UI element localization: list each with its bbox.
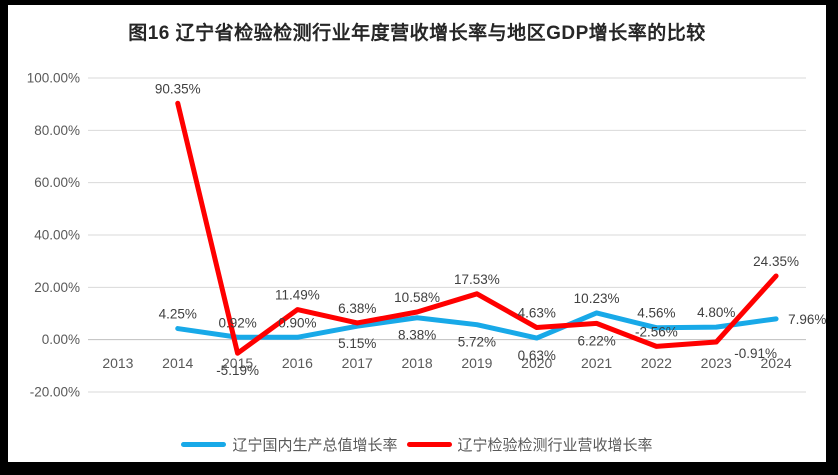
x-axis-tick-label: 2013 — [102, 355, 133, 371]
x-axis-tick-label: 2020 — [521, 355, 552, 371]
y-axis-tick-label: 20.00% — [34, 280, 80, 295]
chart-legend: 辽宁国内生产总值增长率 辽宁检验检测行业营收增长率 — [8, 434, 826, 455]
revenue-growth-legend-label: 辽宁检验检测行业营收增长率 — [457, 437, 653, 454]
gdp-growth-data-label: 0.90% — [278, 315, 316, 330]
legend-item-gdp-growth: 辽宁国内生产总值增长率 — [181, 434, 398, 455]
revenue-growth-data-label: 11.49% — [275, 288, 320, 303]
x-axis-tick-label: 2023 — [701, 355, 732, 371]
chart-title: 图16 辽宁省检验检测行业年度营收增长率与地区GDP增长率的比较 — [128, 23, 706, 44]
revenue-growth-line-swatch — [406, 442, 452, 447]
gdp-growth-line — [175, 310, 779, 341]
gdp-growth-data-label: 7.96% — [788, 312, 826, 327]
revenue-growth-data-label: -0.91% — [734, 346, 777, 361]
x-axis-tick-label: 2016 — [282, 355, 313, 371]
gdp-growth-data-label: 10.23% — [574, 291, 620, 306]
x-axis-tick-label: 2014 — [162, 355, 193, 371]
revenue-growth-line — [175, 100, 779, 356]
revenue-growth-data-label: -5.19% — [216, 363, 259, 378]
y-axis-tick-label: -20.00% — [30, 385, 80, 400]
x-axis-tick-label: 2017 — [342, 355, 373, 371]
y-axis-tick-label: 40.00% — [34, 228, 80, 243]
y-axis-tick-label: 0.00% — [42, 332, 80, 347]
gdp-growth-legend-label: 辽宁国内生产总值增长率 — [232, 437, 398, 454]
gdp-growth-data-label: 0.92% — [218, 315, 256, 330]
x-axis-tick-label: 2022 — [641, 355, 672, 371]
legend-item-revenue-growth: 辽宁检验检测行业营收增长率 — [406, 434, 653, 455]
revenue-growth-data-label: 4.63% — [518, 306, 556, 321]
revenue-growth-data-label: 90.35% — [155, 81, 201, 96]
x-axis-tick-label: 2018 — [402, 355, 433, 371]
gdp-growth-data-label: 0.63% — [518, 348, 556, 363]
gdp-growth-data-label: 5.15% — [338, 336, 376, 351]
y-axis-tick-label: 100.00% — [27, 71, 80, 86]
revenue-growth-data-label: 6.22% — [577, 333, 615, 348]
gdp-growth-data-label: 8.38% — [398, 328, 436, 343]
gdp-growth-data-label: 4.80% — [697, 305, 735, 320]
gdp-growth-data-label: 4.25% — [159, 307, 197, 322]
gdp-growth-line-swatch — [181, 442, 227, 447]
gdp-growth-data-label: 4.56% — [637, 306, 675, 321]
revenue-growth-data-label: 24.35% — [753, 254, 799, 269]
y-axis-tick-label: 80.00% — [34, 123, 80, 138]
x-axis-tick-label: 2019 — [461, 355, 492, 371]
x-axis-tick-label: 2024 — [761, 355, 792, 371]
line-chart-canvas: 100.00% 80.00% 60.00% 40.00% 20.00% 0.00% -20.… — [27, 71, 826, 400]
revenue-growth-data-label: -2.56% — [635, 324, 678, 339]
chart-panel: 图16 辽宁省检验检测行业年度营收增长率与地区GDP增长率的比较 100.00%… — [8, 5, 826, 462]
revenue-growth-data-label: 17.53% — [454, 272, 500, 287]
x-axis-tick-label: 2021 — [581, 355, 612, 371]
x-axis-tick-label: 2015 — [222, 355, 253, 371]
revenue-growth-data-label: 6.38% — [338, 301, 376, 316]
revenue-growth-data-label: 10.58% — [394, 290, 440, 305]
y-axis-tick-label: 60.00% — [34, 175, 80, 190]
gdp-growth-data-label: 5.72% — [458, 335, 496, 350]
